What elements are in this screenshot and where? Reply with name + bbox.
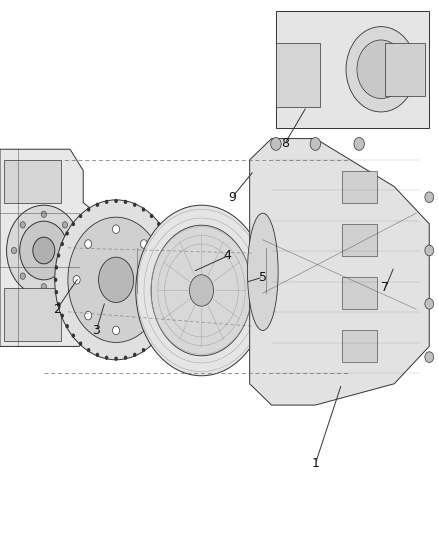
Circle shape: [41, 284, 46, 290]
Circle shape: [33, 237, 55, 264]
Circle shape: [95, 353, 99, 357]
Circle shape: [152, 276, 159, 284]
Circle shape: [168, 313, 172, 318]
Circle shape: [114, 357, 118, 361]
Circle shape: [114, 199, 118, 203]
Circle shape: [65, 231, 69, 236]
Circle shape: [141, 311, 148, 320]
Text: 5: 5: [259, 271, 267, 284]
Circle shape: [71, 334, 75, 338]
Circle shape: [71, 222, 75, 226]
Circle shape: [71, 247, 76, 254]
Circle shape: [55, 265, 58, 270]
Circle shape: [85, 311, 92, 320]
FancyBboxPatch shape: [276, 43, 320, 107]
Circle shape: [425, 245, 434, 256]
Circle shape: [425, 192, 434, 203]
Circle shape: [62, 273, 67, 279]
Circle shape: [57, 253, 60, 257]
Circle shape: [20, 273, 25, 279]
Ellipse shape: [99, 257, 134, 303]
Circle shape: [62, 222, 67, 228]
Circle shape: [105, 200, 108, 204]
Circle shape: [60, 313, 64, 318]
Circle shape: [20, 222, 25, 228]
Circle shape: [113, 225, 120, 233]
Circle shape: [346, 27, 416, 112]
Circle shape: [113, 326, 120, 335]
Circle shape: [87, 348, 90, 352]
Circle shape: [354, 138, 364, 150]
Circle shape: [142, 348, 145, 352]
Circle shape: [79, 214, 82, 218]
Text: 1: 1: [311, 457, 319, 470]
Circle shape: [124, 200, 127, 204]
Ellipse shape: [151, 225, 252, 356]
Circle shape: [85, 240, 92, 248]
FancyBboxPatch shape: [4, 288, 61, 341]
Circle shape: [150, 214, 153, 218]
Circle shape: [163, 324, 167, 328]
Circle shape: [357, 40, 405, 99]
Circle shape: [157, 334, 161, 338]
Ellipse shape: [68, 217, 164, 343]
Text: 2: 2: [53, 303, 61, 316]
Circle shape: [60, 242, 64, 246]
Circle shape: [124, 356, 127, 360]
FancyBboxPatch shape: [342, 224, 377, 256]
Circle shape: [57, 302, 60, 306]
Circle shape: [172, 302, 175, 306]
Ellipse shape: [190, 275, 214, 306]
Text: 7: 7: [381, 281, 389, 294]
Circle shape: [11, 247, 17, 254]
FancyBboxPatch shape: [342, 330, 377, 362]
Text: 3: 3: [92, 324, 100, 337]
FancyBboxPatch shape: [342, 171, 377, 203]
Circle shape: [105, 356, 108, 360]
Circle shape: [65, 324, 69, 328]
Circle shape: [163, 231, 167, 236]
Polygon shape: [0, 149, 96, 346]
Circle shape: [175, 278, 178, 282]
Circle shape: [141, 240, 148, 248]
Polygon shape: [250, 139, 429, 405]
Circle shape: [174, 265, 177, 270]
Circle shape: [174, 290, 177, 294]
Circle shape: [87, 207, 90, 212]
Ellipse shape: [136, 205, 267, 376]
FancyBboxPatch shape: [385, 43, 425, 96]
Ellipse shape: [247, 213, 278, 330]
Circle shape: [142, 207, 145, 212]
Circle shape: [172, 253, 175, 257]
Circle shape: [157, 222, 161, 226]
Circle shape: [95, 203, 99, 207]
Text: 8: 8: [281, 138, 289, 150]
Circle shape: [7, 205, 81, 296]
Circle shape: [310, 138, 321, 150]
Circle shape: [41, 211, 46, 217]
FancyBboxPatch shape: [342, 277, 377, 309]
Circle shape: [79, 342, 82, 346]
Circle shape: [133, 203, 137, 207]
Circle shape: [20, 221, 68, 280]
FancyBboxPatch shape: [4, 160, 61, 203]
Ellipse shape: [55, 200, 177, 360]
Text: 9: 9: [228, 191, 236, 204]
Circle shape: [168, 242, 172, 246]
Text: 4: 4: [224, 249, 232, 262]
Circle shape: [54, 278, 57, 282]
Circle shape: [73, 276, 80, 284]
Circle shape: [425, 298, 434, 309]
Circle shape: [425, 352, 434, 362]
Polygon shape: [276, 11, 429, 128]
Circle shape: [271, 138, 281, 150]
Circle shape: [133, 353, 137, 357]
Circle shape: [150, 342, 153, 346]
Circle shape: [55, 290, 58, 294]
